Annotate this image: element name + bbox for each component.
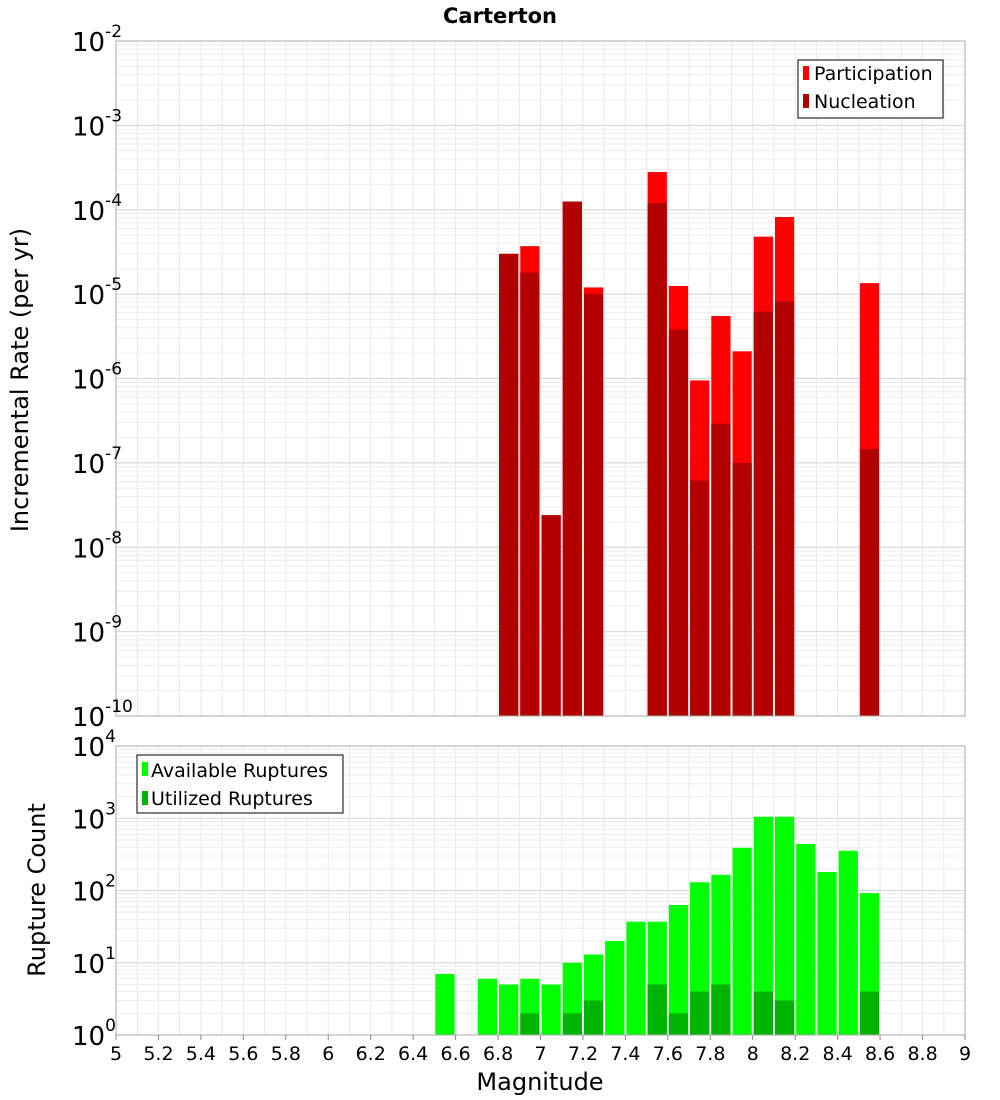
legend-swatch-nucleation [803,94,809,108]
top-y-axis-label: Incremental Rate (per yr) [6,228,34,532]
x-tick-label: 5.6 [228,1043,258,1065]
bottom-legend-box [136,754,344,814]
top-y-tick-label: 10-3 [72,106,122,142]
top-bar-s2 [583,294,604,716]
top-y-tick-label: 10-5 [72,275,122,311]
x-tick-label: 6.8 [483,1043,513,1065]
top-grid [115,41,966,717]
chart-title: Carterton [443,4,557,28]
bottom-bar-s2 [562,1013,582,1035]
top-y-tick-label: 10-6 [72,360,122,396]
x-tick-label: 9 [959,1043,971,1065]
x-tick-label: 8 [747,1043,759,1065]
top-panel: 10-10 10-9 10-8 10-7 10-6 10-5 10-4 10-3 10-2 In… [6,22,966,733]
bottom-y-tick-label: 103 [72,799,116,835]
bottom-bar-s2 [647,984,667,1035]
bottom-y-tick-label: 102 [72,872,116,908]
bottom-bar-s2 [859,991,880,1035]
bottom-bar-s1 [753,816,773,1035]
top-bar-s2 [541,515,561,716]
x-ticks: 5 5.2 5.4 5.6 5.8 6 6.2 6.4 6.6 6.8 7 7.2 7.4 7.6 7.8 8… [110,1035,971,1065]
x-tick-label: 7.4 [610,1043,640,1065]
top-y-tick-label: 10-9 [72,613,122,649]
bottom-y-ticks: 100 101 102 103 104 [72,727,116,1052]
top-y-tick-label: 10-4 [72,191,122,227]
top-bar-s2 [562,201,582,716]
top-y-tick-label: 10-2 [72,22,122,58]
bottom-bar-s2 [668,1013,689,1035]
legend-label-nucleation: Nucleation [814,91,916,113]
top-legend-box [797,59,944,119]
top-bar-s2 [499,253,519,716]
bottom-bar-s2 [583,1000,604,1035]
top-y-tick-label: 10-7 [72,444,122,480]
bottom-bar-s1 [435,973,455,1035]
bottom-bar-s1 [499,984,519,1035]
x-tick-label: 6 [322,1043,334,1065]
top-bar-s2 [690,480,710,716]
bottom-y-tick-label: 104 [72,727,116,763]
bottom-y-tick-label: 100 [72,1016,116,1052]
x-axis-label: Magnitude [476,1068,603,1096]
x-tick-label: 7.8 [695,1043,725,1065]
top-plot-border [115,40,966,717]
x-tick-label: 6.4 [398,1043,428,1065]
top-y-ticks: 10-10 10-9 10-8 10-7 10-6 10-5 10-4 10-3 10-2 [72,22,133,733]
top-bar-s2 [732,462,752,716]
bottom-bar-s2 [690,991,710,1035]
legend-swatch-available [142,762,148,776]
bottom-bar-s2 [711,984,731,1035]
x-tick-label: 8.2 [780,1043,810,1065]
top-y-tick-label: 10-10 [72,697,133,733]
top-y-tick-label: 10-8 [72,528,122,564]
legend-swatch-participation [803,66,809,80]
legend-swatch-utilized [142,791,148,805]
bottom-bar-s1 [774,816,795,1035]
bottom-bar-s2 [520,1013,540,1035]
x-tick-label: 7.6 [653,1043,683,1065]
bottom-bar-s1 [817,872,837,1035]
x-tick-label: 6.2 [356,1043,386,1065]
bottom-bar-s1 [605,941,625,1035]
top-bar-s2 [774,301,795,716]
x-tick-label: 8.4 [823,1043,853,1065]
bottom-bar-s1 [541,984,561,1035]
x-tick-label: 5.8 [271,1043,301,1065]
x-tick-label: 5.4 [186,1043,216,1065]
x-tick-label: 8.6 [865,1043,895,1065]
bottom-bar-s2 [753,991,773,1035]
bottom-bar-s2 [774,1000,795,1035]
bottom-bar-s1 [668,904,689,1035]
top-bars [499,172,880,716]
top-bar-s2 [668,329,689,716]
x-tick-label: 8.8 [907,1043,937,1065]
top-bar-s2 [711,423,731,716]
bottom-legend: Available Ruptures Utilized Ruptures [136,754,344,814]
bottom-y-tick-label: 101 [72,944,116,980]
x-tick-label: 5 [110,1043,122,1065]
bottom-panel: 100 101 102 103 104 5 5.2 5.4 5.6 5.8 6 6.2 6.4 6.6 6… [23,727,971,1096]
bottom-y-axis-label: Rupture Count [23,803,51,977]
x-tick-label: 7 [534,1043,546,1065]
legend-label-participation: Participation [814,63,933,85]
top-bar-s2 [520,272,540,716]
legend-label-utilized: Utilized Ruptures [151,788,313,810]
bottom-bar-s1 [477,978,498,1035]
bottom-bar-s1 [838,850,858,1035]
x-tick-label: 6.6 [440,1043,470,1065]
bottom-bar-s1 [796,844,816,1035]
top-bar-s2 [647,203,667,716]
top-bar-s2 [753,311,773,716]
x-tick-label: 7.2 [568,1043,598,1065]
top-bar-s2 [859,449,880,716]
bottom-bar-s1 [732,847,752,1035]
bottom-bar-s1 [626,921,646,1035]
bottom-bars [435,816,880,1035]
x-tick-label: 5.2 [143,1043,173,1065]
top-legend: Participation Nucleation [797,59,944,119]
legend-label-available: Available Ruptures [151,760,328,782]
